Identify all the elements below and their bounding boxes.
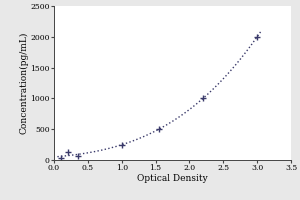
X-axis label: Optical Density: Optical Density [137, 174, 208, 183]
Y-axis label: Concentration(pg/mL): Concentration(pg/mL) [20, 32, 29, 134]
